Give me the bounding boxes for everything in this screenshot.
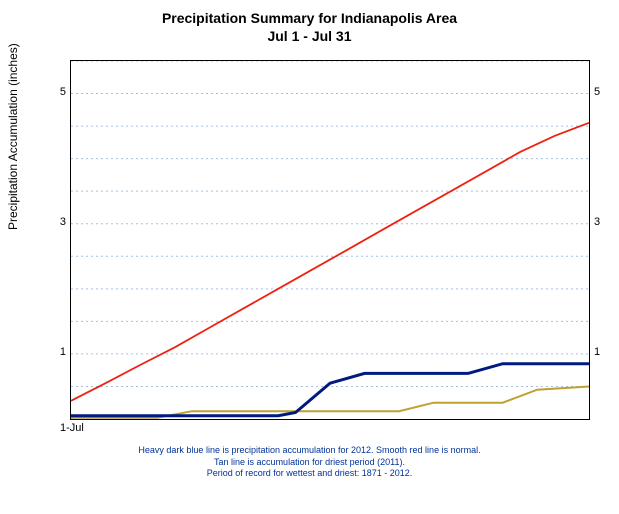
line-series bbox=[71, 123, 589, 418]
gridlines bbox=[71, 61, 589, 386]
xtick-label: 1-Jul bbox=[60, 422, 84, 434]
series-driest (2011) bbox=[71, 387, 589, 418]
series-normal bbox=[71, 123, 589, 401]
ytick-right: 1 bbox=[594, 346, 600, 358]
chart-caption: Heavy dark blue line is precipitation ac… bbox=[0, 445, 619, 480]
ytick-left: 1 bbox=[42, 346, 66, 358]
title-line-2: Jul 1 - Jul 31 bbox=[267, 28, 351, 44]
y-axis-label: Precipitation Accumulation (inches) bbox=[6, 43, 20, 230]
series-2012 bbox=[71, 364, 589, 416]
plot-svg bbox=[71, 61, 589, 419]
ytick-right: 3 bbox=[594, 216, 600, 228]
ytick-right: 5 bbox=[594, 86, 600, 98]
caption-line-2: Tan line is accumulation for driest peri… bbox=[214, 457, 405, 467]
title-line-1: Precipitation Summary for Indianapolis A… bbox=[162, 10, 457, 26]
caption-line-1: Heavy dark blue line is precipitation ac… bbox=[138, 445, 480, 455]
ytick-left: 3 bbox=[42, 216, 66, 228]
chart-container: Precipitation Summary for Indianapolis A… bbox=[0, 0, 619, 514]
ytick-left: 5 bbox=[42, 86, 66, 98]
chart-title: Precipitation Summary for Indianapolis A… bbox=[0, 10, 619, 45]
plot-area bbox=[70, 60, 590, 420]
caption-line-3: Period of record for wettest and driest:… bbox=[207, 468, 413, 478]
